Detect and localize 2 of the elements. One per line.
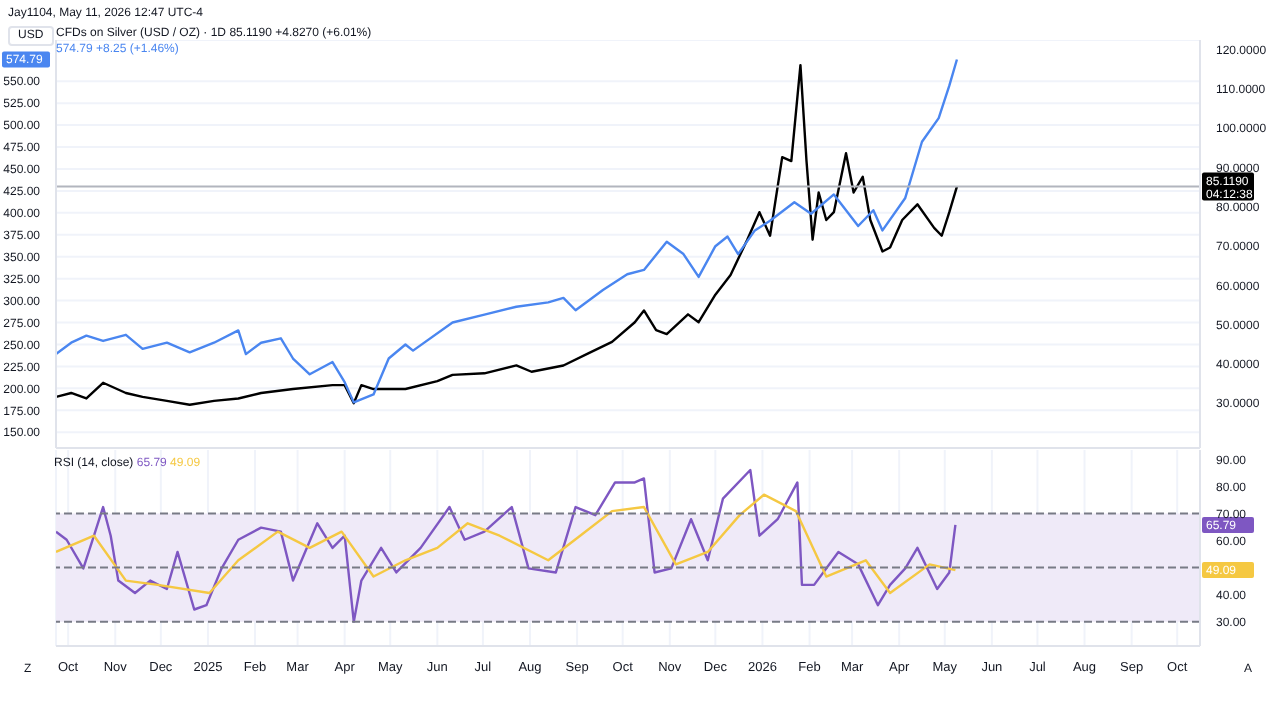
line-series (56, 493, 957, 595)
line-series (56, 468, 957, 623)
